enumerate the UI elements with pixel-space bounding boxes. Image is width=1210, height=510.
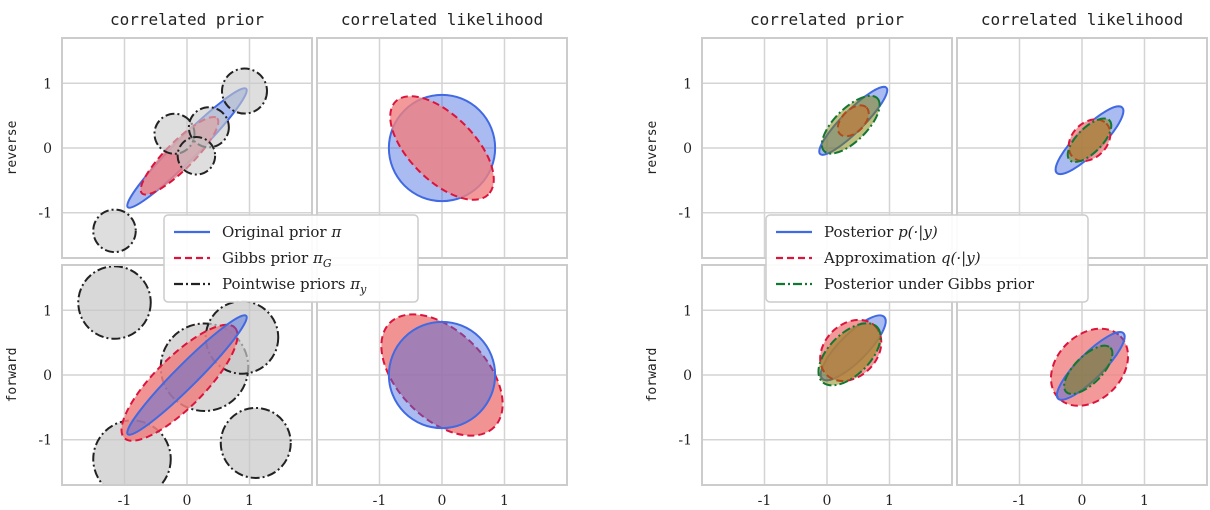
y-tick-label: -1 [38,433,52,449]
pointwise-prior-ellipse [77,265,152,340]
y-tick-label: 0 [683,141,692,157]
figure-1: correlated prior correlated likelihood rev… [5,10,568,509]
x-tick-label: 1 [500,493,509,509]
ellipse-layer [1049,327,1130,407]
panel-forward-2: -1 0 1 [316,264,568,509]
row-label: forward [5,348,20,403]
gibbs-prior-ellipse [380,313,504,437]
legend-box [163,214,419,303]
original-prior-ellipse [387,320,497,430]
y-tick-label: 0 [43,141,52,157]
y-tick-label: -1 [678,433,692,449]
panel-reverse-1: 1 0 -1 [678,37,953,259]
original-prior-ellipse [126,314,248,436]
ellipse-layer [92,67,268,254]
x-tick-label: 0 [823,493,832,509]
y-tick-label: 1 [683,303,692,319]
panel-forward-1: 1 0 -1 -1 0 1 [38,264,313,509]
x-tick-label: 1 [1140,493,1149,509]
x-tick-label: 0 [183,493,192,509]
gibbs-posterior-ellipse [820,94,881,155]
ellipse-layer [1054,105,1125,176]
legend-label: Posterior under Gibbs prior [824,275,1035,293]
row-label: forward [645,348,660,403]
gridlines [702,265,952,485]
ellipse-layer [77,265,292,485]
x-tick-label: -1 [1013,493,1027,509]
y-tick-label: -1 [38,206,52,222]
gibbs-prior-ellipse [120,323,239,442]
legend-label: Posterior p(·|y) [824,223,938,241]
x-tick-label: -1 [118,493,132,509]
x-tick-label: -1 [758,493,772,509]
column-title: correlated prior [750,10,904,29]
panel-forward-1: 1 0 -1 -1 0 1 [678,264,953,509]
gibbs-posterior-ellipse [817,322,882,387]
y-tick-label: -1 [678,206,692,222]
legend-label: Pointwise priors πy [222,275,367,296]
x-tick-label: 1 [245,493,254,509]
column-title: correlated likelihood [341,10,543,29]
x-tick-label: -1 [373,493,387,509]
row-label: reverse [645,120,660,175]
y-tick-label: 1 [43,303,52,319]
pointwise-prior-ellipse [92,208,137,254]
panel-reverse-2 [316,37,568,259]
legend: Posterior p(·|y) Approximation q(·|y) Post… [765,214,1089,303]
pointwise-prior-ellipse [221,67,268,115]
column-title: correlated likelihood [981,10,1183,29]
ellipse-layer [380,313,504,437]
gibbs-posterior-ellipse [1066,117,1113,163]
ellipse-layer [818,85,889,156]
panel-frame [316,37,568,259]
x-tick-label: 1 [885,493,894,509]
y-tick-label: 0 [683,368,692,384]
figure-2: correlated prior correlated likelihood rev… [645,10,1208,509]
column-title: correlated prior [110,10,264,29]
y-tick-label: 0 [43,368,52,384]
legend-label: Gibbs prior πG [222,249,332,270]
pointwise-prior-ellipse [176,136,217,176]
legend-box [765,214,1089,303]
panel-frame [316,264,568,486]
row-label: reverse [5,120,20,175]
gibbs-prior-ellipse [389,95,495,201]
legend-label: Approximation q(·|y) [823,249,981,267]
pointwise-prior-ellipse [219,406,292,479]
ellipse-layer [387,93,497,203]
x-tick-label: 0 [1078,493,1087,509]
legend: Original prior π Gibbs prior πG Pointwise … [163,214,419,303]
gibbs-posterior-ellipse [1063,344,1114,395]
x-tick-label: 0 [438,493,447,509]
legend-label: Original prior π [222,223,342,241]
ellipse-layer [817,314,887,387]
panel-forward-2: -1 0 1 [956,264,1208,509]
y-tick-label: 1 [43,76,52,92]
y-tick-label: 1 [683,76,692,92]
